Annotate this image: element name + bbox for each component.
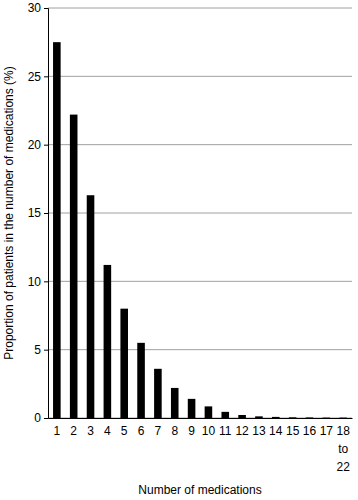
x-tick: 15 xyxy=(286,418,300,438)
bar xyxy=(104,265,112,418)
x-tick: 2 xyxy=(70,418,77,438)
bar xyxy=(238,415,246,418)
x-tick: 5 xyxy=(121,418,128,438)
x-tick: 8 xyxy=(171,418,178,438)
bar xyxy=(53,42,61,418)
x-tick-label: 3 xyxy=(87,424,94,438)
y-tick-mark xyxy=(44,418,48,419)
x-tick: 6 xyxy=(138,418,145,438)
x-tick-label: 9 xyxy=(188,424,195,438)
bars xyxy=(53,42,347,418)
bar xyxy=(70,115,78,418)
y-tick-mark xyxy=(44,8,48,9)
x-tick-label: 15 xyxy=(286,424,300,438)
bar xyxy=(289,417,297,418)
bar xyxy=(171,388,179,418)
x-tick: 18to22 xyxy=(336,418,350,474)
bar xyxy=(205,406,213,418)
x-tick-label: 6 xyxy=(138,424,145,438)
bar xyxy=(255,416,263,418)
chart: 051015202530123456789101112131415161718t… xyxy=(0,0,358,500)
y-tick: 5 xyxy=(34,343,48,357)
y-axis: 0 5 10 15 20 25 30 xyxy=(28,1,49,425)
y-tick-mark xyxy=(44,281,48,282)
bar xyxy=(272,417,280,418)
grid-line xyxy=(48,144,352,145)
x-tick-label: 2 xyxy=(70,424,77,438)
x-tick: 12 xyxy=(235,418,249,438)
y-tick-label: 15 xyxy=(28,206,42,220)
x-tick: 11 xyxy=(219,418,232,438)
x-tick: 9 xyxy=(188,418,195,438)
bar xyxy=(339,417,347,418)
y-tick: 10 xyxy=(28,275,48,289)
x-tick: 7 xyxy=(155,418,162,438)
bar xyxy=(154,369,162,418)
x-tick-label: 8 xyxy=(171,424,178,438)
x-tick: 17 xyxy=(320,418,334,438)
x-tick-label: 14 xyxy=(269,424,283,438)
x-tick: 13 xyxy=(252,418,266,438)
bar xyxy=(221,412,229,418)
y-tick-mark xyxy=(44,350,48,351)
bar xyxy=(306,417,314,418)
x-tick-label: 4 xyxy=(104,424,111,438)
y-tick-label: 25 xyxy=(28,70,42,84)
grid xyxy=(48,8,352,418)
bar xyxy=(188,399,196,418)
bar xyxy=(120,309,128,418)
x-tick: 10 xyxy=(202,418,216,438)
grid-line xyxy=(48,76,352,77)
x-tick: 3 xyxy=(87,418,94,438)
y-tick: 30 xyxy=(28,1,48,15)
x-tick: 16 xyxy=(303,418,317,438)
y-tick-mark xyxy=(44,76,48,77)
x-tick-label: 7 xyxy=(155,424,162,438)
y-tick: 15 xyxy=(28,206,48,220)
bar xyxy=(87,195,95,418)
x-tick: 1 xyxy=(53,418,60,438)
y-tick: 20 xyxy=(28,138,48,152)
x-tick: 4 xyxy=(104,418,111,438)
bar xyxy=(323,417,331,418)
y-tick-label: 20 xyxy=(28,138,42,152)
y-axis-title: Proportion of patients in the number of … xyxy=(2,66,16,359)
y-tick: 25 xyxy=(28,70,48,84)
bar xyxy=(137,343,145,418)
plot: 051015202530123456789101112131415161718t… xyxy=(28,1,353,473)
x-axis-line xyxy=(49,418,353,419)
x-tick-label: 12 xyxy=(235,424,249,438)
y-tick-label: 10 xyxy=(28,275,42,289)
x-tick-label: 18to22 xyxy=(336,424,350,474)
y-tick-label: 0 xyxy=(34,411,41,425)
x-tick-label: 1 xyxy=(53,424,60,438)
x-axis-title: Number of medications xyxy=(138,483,261,497)
x-tick-label: 10 xyxy=(202,424,216,438)
x-tick-label: 5 xyxy=(121,424,128,438)
y-tick-label: 5 xyxy=(34,343,41,357)
x-tick: 14 xyxy=(269,418,283,438)
grid-line xyxy=(48,8,352,9)
x-axis: 123456789101112131415161718to22 xyxy=(49,418,353,474)
x-tick-label: 13 xyxy=(252,424,266,438)
y-axis-line xyxy=(44,9,49,419)
x-tick-label: 17 xyxy=(320,424,334,438)
y-tick-mark xyxy=(44,213,48,214)
x-tick-label: 11 xyxy=(219,424,232,438)
y-tick-label: 30 xyxy=(28,1,42,15)
x-tick-label: 16 xyxy=(303,424,317,438)
y-tick-mark xyxy=(44,145,48,146)
y-tick: 0 xyxy=(34,411,48,425)
